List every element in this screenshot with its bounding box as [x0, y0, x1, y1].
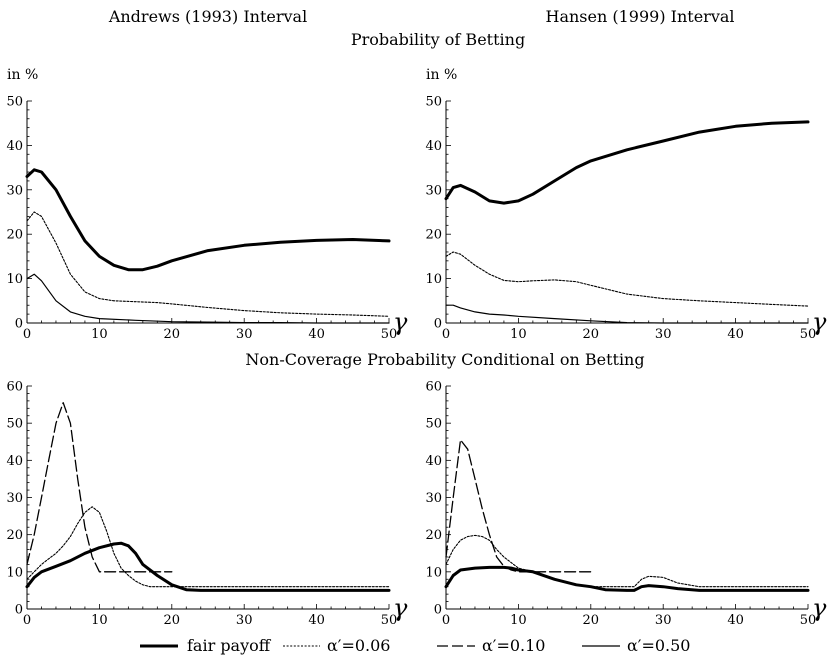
y-tick-label: 30 — [6, 183, 23, 198]
legend-label: α′=0.50 — [627, 636, 690, 655]
chart-panel-andrews-noncoverage: 0 10 20 30 40 50 0 10 20 30 40 50 60 γ — [6, 380, 408, 629]
x-tick-label: 20 — [583, 613, 600, 628]
chart-panel-andrews-betting: 0 10 20 30 40 50 0 10 20 30 40 50 in % γ — [6, 67, 408, 342]
series-line-thick — [25, 168, 391, 272]
x-axis-label: γ — [812, 308, 827, 336]
y-tick-label: 30 — [425, 183, 442, 198]
x-tick-label: 0 — [442, 327, 450, 342]
series-line-thick — [25, 541, 391, 592]
legend-label: fair payoff — [187, 636, 272, 655]
y-tick-label: 20 — [6, 228, 23, 243]
x-tick-label: 40 — [308, 613, 325, 628]
y-tick-label: 60 — [425, 380, 442, 395]
y-tick-label: 40 — [425, 139, 442, 154]
bottom-row-title: Non-Coverage Probability Conditional on … — [245, 350, 644, 369]
series-line-dashed — [445, 439, 592, 573]
y-tick-label: 50 — [425, 95, 442, 110]
x-tick-label: 10 — [91, 613, 108, 628]
series-line-dotted — [26, 506, 390, 588]
x-axis-label: γ — [393, 594, 408, 622]
y-tick-label: 30 — [6, 491, 23, 506]
series-line-thin — [26, 273, 390, 324]
x-tick-label: 0 — [23, 327, 31, 342]
y-tick-label: 20 — [425, 228, 442, 243]
y-tick-label: 40 — [425, 454, 442, 469]
x-tick-label: 50 — [800, 613, 817, 628]
x-tick-label: 30 — [655, 327, 672, 342]
x-tick-label: 30 — [655, 613, 672, 628]
x-tick-label: 50 — [381, 327, 398, 342]
x-tick-label: 0 — [23, 613, 31, 628]
series-line-dotted — [445, 534, 809, 588]
series-line-dotted — [26, 211, 390, 317]
x-tick-label: 30 — [236, 613, 253, 628]
chart-panel-hansen-betting: 0 10 20 30 40 50 0 10 20 30 40 50 in % γ — [425, 67, 827, 342]
x-tick-label: 40 — [308, 327, 325, 342]
x-axis-label: γ — [393, 308, 408, 336]
legend-label: α′=0.06 — [327, 636, 390, 655]
series-line-thin — [445, 304, 809, 324]
y-tick-label: 40 — [6, 139, 23, 154]
y-tick-label: 20 — [6, 528, 23, 543]
series-line-dotted — [445, 251, 809, 307]
x-tick-label: 40 — [727, 327, 744, 342]
y-tick-label: 0 — [15, 603, 23, 618]
y-axis-label: in % — [7, 67, 38, 83]
y-tick-label: 30 — [425, 491, 442, 506]
y-tick-label: 10 — [6, 565, 23, 580]
series-line-dashed — [26, 402, 173, 573]
y-axis-label: in % — [426, 67, 457, 83]
y-tick-label: 10 — [6, 272, 23, 287]
x-tick-label: 20 — [164, 327, 181, 342]
y-tick-label: 50 — [425, 417, 442, 432]
legend: fair payoff α′=0.06 α′=0.10 α′=0.50 — [140, 636, 690, 655]
x-tick-label: 20 — [164, 613, 181, 628]
y-tick-label: 60 — [6, 380, 23, 395]
top-row-title: Probability of Betting — [351, 30, 525, 49]
x-tick-label: 10 — [91, 327, 108, 342]
x-tick-label: 50 — [381, 613, 398, 628]
chart-panel-hansen-noncoverage: 0 10 20 30 40 50 0 10 20 30 40 50 60 γ — [425, 380, 827, 629]
series-line-thick — [444, 120, 810, 205]
y-tick-label: 10 — [425, 272, 442, 287]
y-tick-label: 0 — [434, 603, 442, 618]
y-tick-label: 20 — [425, 528, 442, 543]
x-axis-label: γ — [812, 594, 827, 622]
x-tick-label: 0 — [442, 613, 450, 628]
y-tick-label: 50 — [6, 417, 23, 432]
y-tick-label: 10 — [425, 565, 442, 580]
legend-label: α′=0.10 — [482, 636, 545, 655]
x-tick-label: 40 — [727, 613, 744, 628]
x-tick-label: 10 — [510, 327, 527, 342]
x-tick-label: 30 — [236, 327, 253, 342]
x-tick-label: 50 — [800, 327, 817, 342]
x-tick-label: 10 — [510, 613, 527, 628]
x-tick-label: 20 — [583, 327, 600, 342]
y-tick-label: 0 — [15, 317, 23, 332]
y-tick-label: 50 — [6, 95, 23, 110]
y-tick-label: 0 — [434, 317, 442, 332]
right-column-title: Hansen (1999) Interval — [545, 7, 734, 26]
y-tick-label: 40 — [6, 454, 23, 469]
left-column-title: Andrews (1993) Interval — [108, 7, 307, 26]
